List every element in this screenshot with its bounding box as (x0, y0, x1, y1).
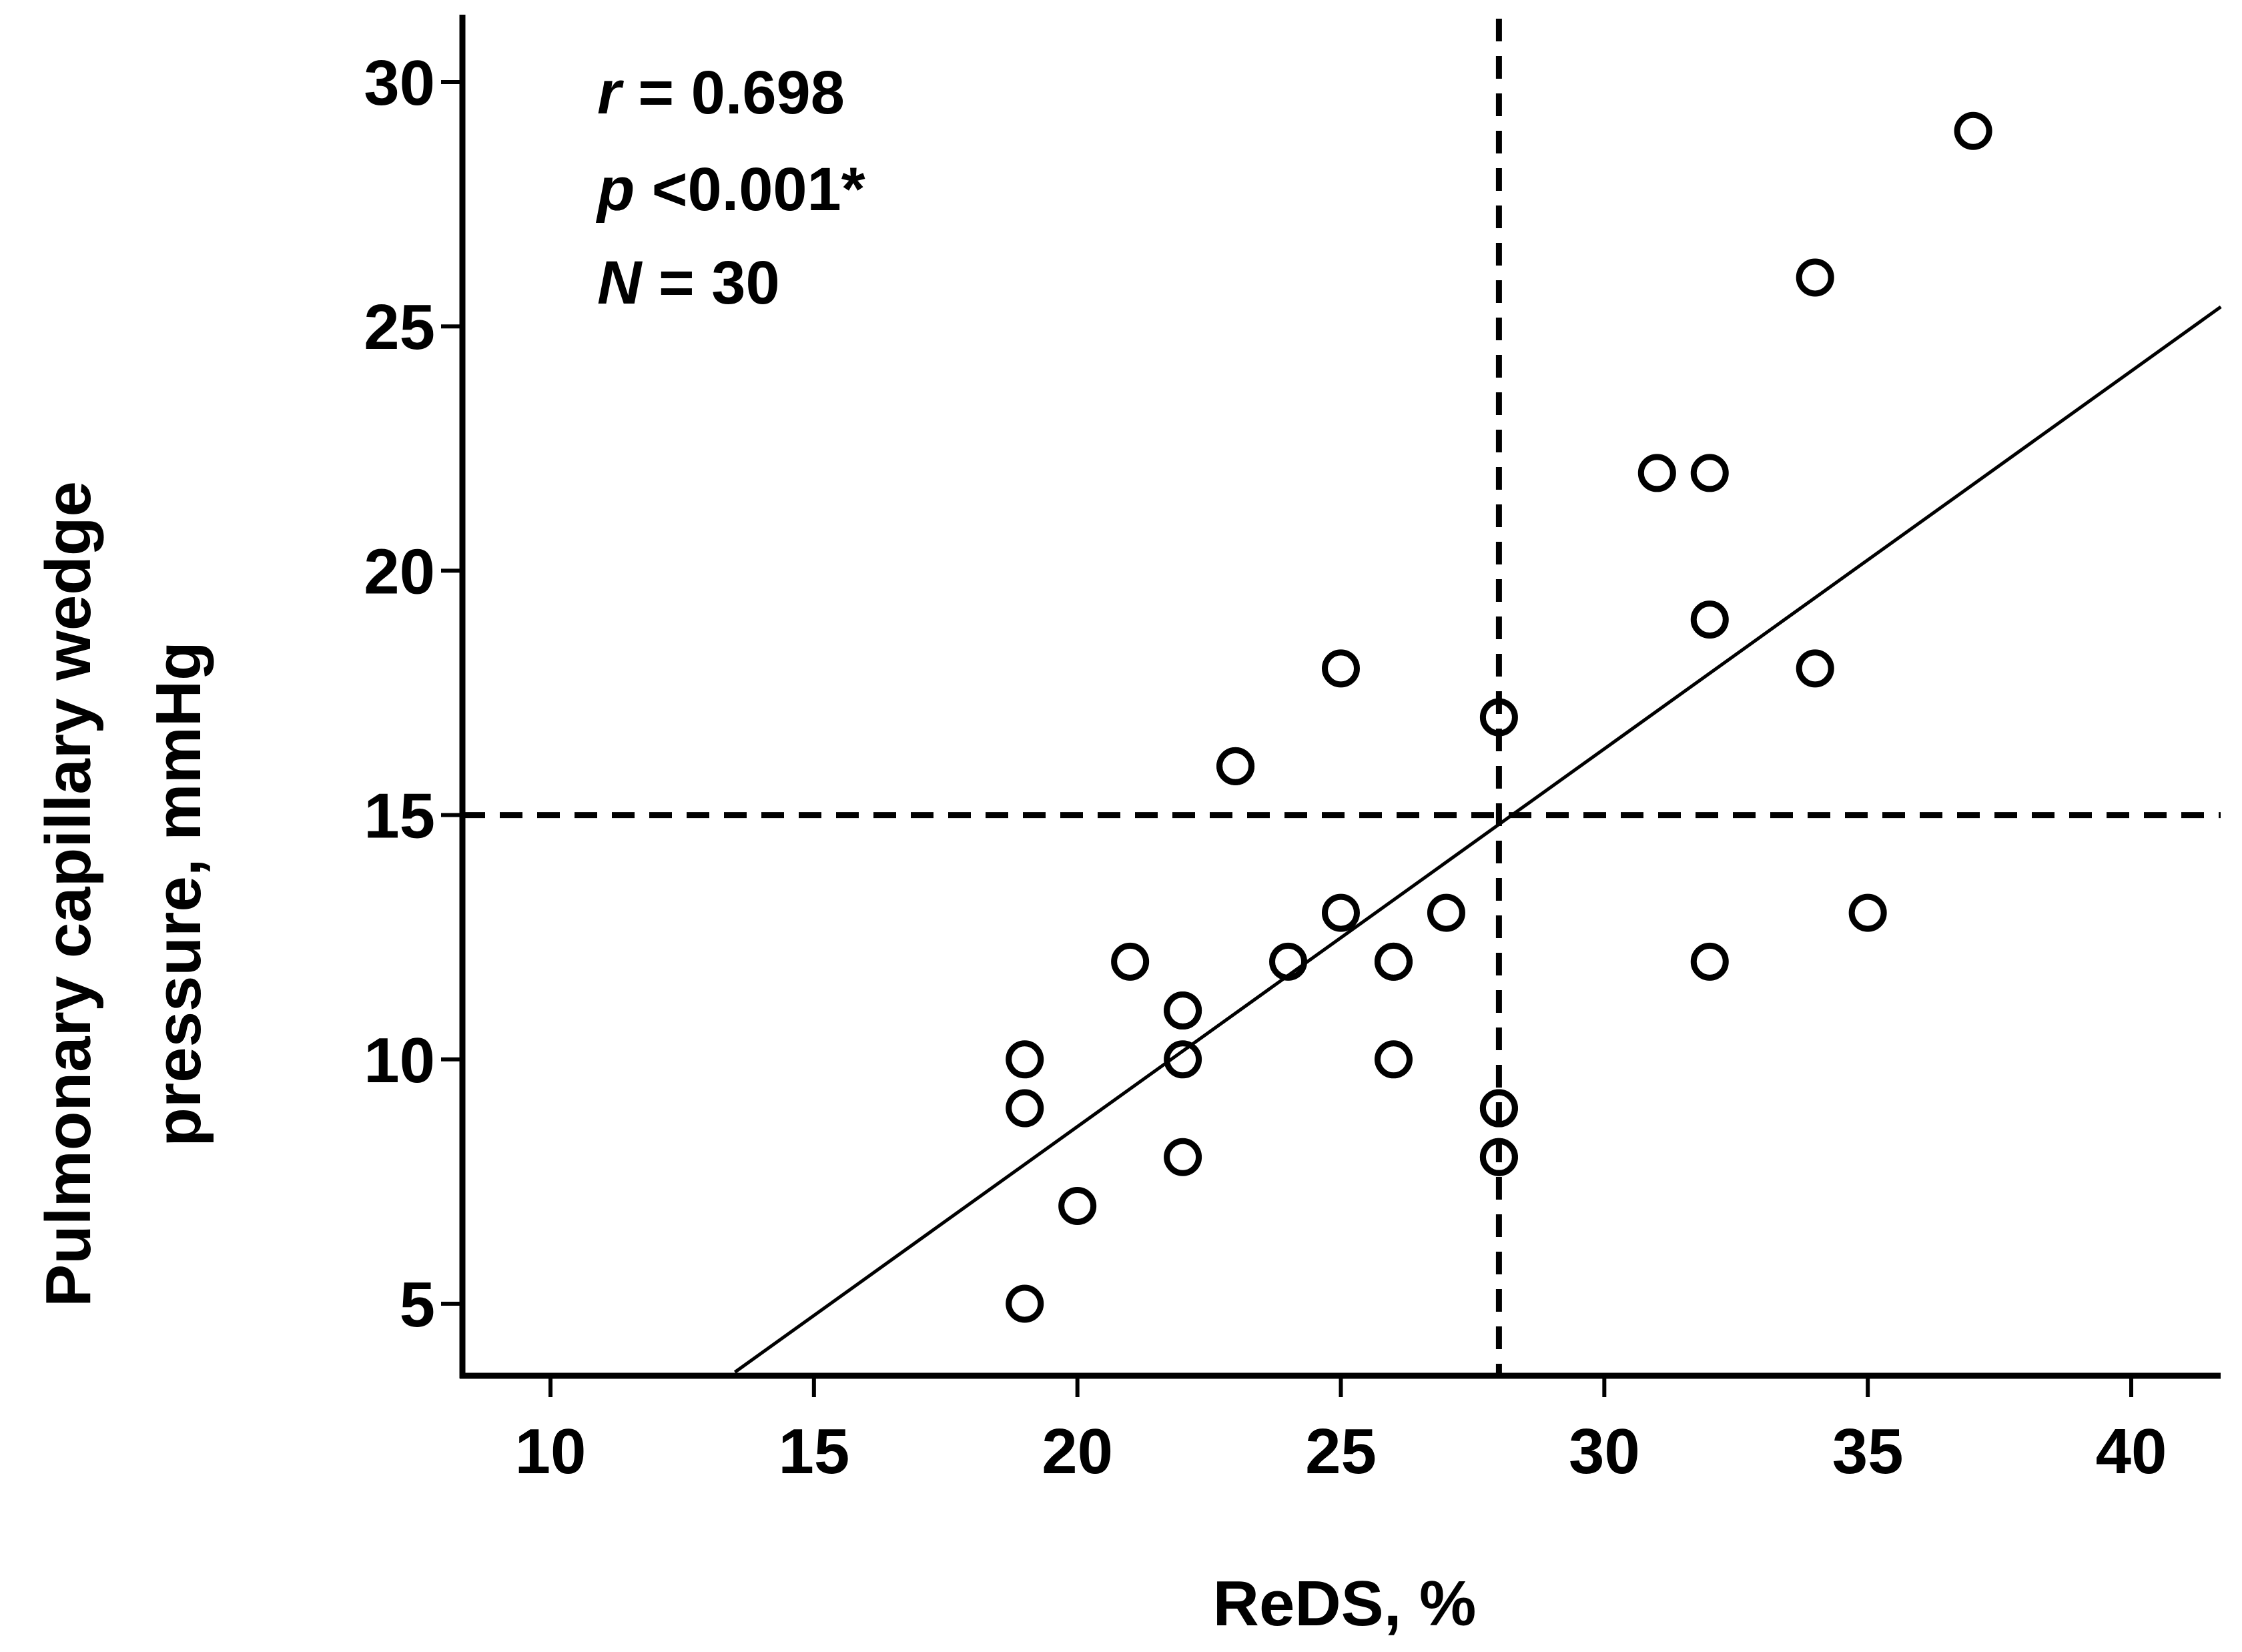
data-point-21 (1479, 1089, 1518, 1128)
data-point-22 (1479, 698, 1518, 737)
x-tick-label-25: 25 (1305, 1416, 1377, 1487)
data-point-14 (1374, 1040, 1413, 1079)
data-point-4 (1111, 942, 1150, 981)
x-tick-label-10: 10 (515, 1416, 587, 1487)
data-point-2 (1006, 1040, 1044, 1079)
stat-r-symbol: r (597, 59, 624, 127)
data-point-26 (1690, 454, 1729, 492)
data-point-27 (1796, 649, 1834, 688)
data-point-0 (1006, 1284, 1044, 1323)
data-point-19 (1479, 1138, 1518, 1176)
x-axis-ticks: 10 15 20 25 30 35 40 (515, 1376, 2167, 1487)
x-tick-label-15: 15 (778, 1416, 849, 1487)
stat-n: N = 30 (597, 249, 780, 317)
data-point-30 (1954, 111, 1992, 150)
regression-line-group (733, 305, 2222, 1374)
y-tick-label-5: 5 (400, 1269, 435, 1340)
y-axis-ticks: 5 10 15 20 25 30 (364, 47, 462, 1340)
stat-p-symbol: p (595, 155, 635, 224)
data-point-1 (1006, 1089, 1044, 1128)
y-tick-label-10: 10 (364, 1025, 435, 1096)
reference-lines (462, 19, 2221, 1376)
regression-line (733, 305, 2222, 1374)
data-point-6 (1164, 1040, 1202, 1079)
x-tick-label-35: 35 (1832, 1416, 1904, 1487)
x-tick-label-30: 30 (1569, 1416, 1640, 1487)
stat-n-value: = 30 (641, 249, 779, 317)
x-tick-label-20: 20 (1042, 1416, 1113, 1487)
y-tick-label-30: 30 (364, 47, 435, 119)
data-points (1006, 111, 1992, 1323)
y-tick-label-25: 25 (364, 292, 435, 363)
data-point-5 (1164, 1138, 1202, 1176)
data-point-13 (1322, 649, 1360, 688)
data-point-12 (1322, 893, 1360, 932)
data-point-8 (1164, 991, 1202, 1030)
x-tick-label-40: 40 (2096, 1416, 2167, 1487)
y-tick-label-20: 20 (364, 536, 435, 607)
stat-p: p <0.001* (595, 155, 865, 224)
data-point-11 (1269, 942, 1308, 981)
y-axis-label-line-1: Pulmonary capillary wedge (33, 481, 104, 1307)
stat-p-value: <0.001* (635, 155, 865, 224)
stat-r: r = 0.698 (597, 59, 845, 127)
y-axis-label-line-2: pressure, mmHg (143, 641, 214, 1147)
stat-n-symbol: N (597, 249, 643, 317)
data-point-16 (1374, 942, 1413, 981)
x-axis-label: ReDS, % (1213, 1568, 1477, 1639)
data-point-28 (1796, 258, 1834, 297)
data-point-17 (1427, 893, 1465, 932)
data-point-10 (1216, 747, 1255, 785)
data-point-24 (1690, 942, 1729, 981)
data-point-3 (1058, 1187, 1097, 1226)
data-point-23 (1637, 454, 1676, 492)
data-point-25 (1690, 600, 1729, 639)
y-tick-label-15: 15 (364, 781, 435, 852)
stat-r-value: = 0.698 (621, 59, 845, 127)
data-point-29 (1848, 893, 1887, 932)
